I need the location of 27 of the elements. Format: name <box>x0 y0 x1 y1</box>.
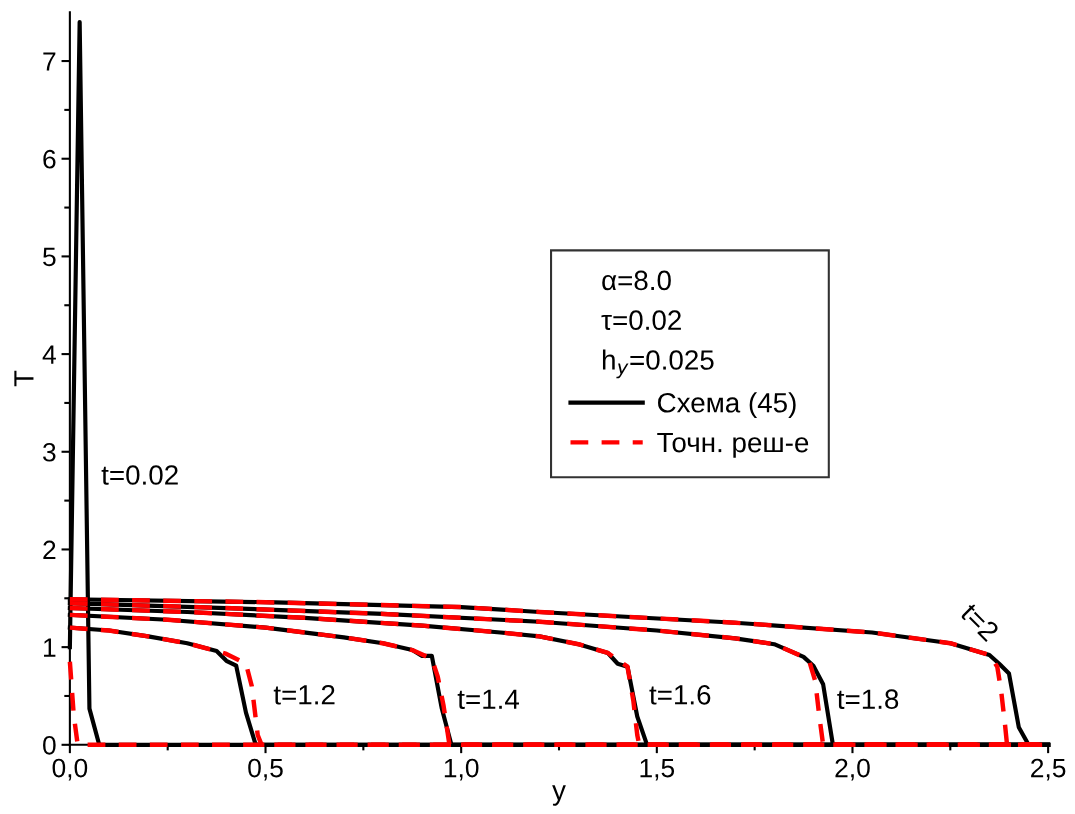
legend-label: Точн. реш-е <box>657 432 809 458</box>
y-tick-label: 1 <box>44 638 56 657</box>
y-tick-label: 3 <box>43 442 56 462</box>
legend-label: Схема (45) <box>658 392 796 419</box>
annotation: t=2 <box>959 601 1000 643</box>
x-tick-label: 0,5 <box>248 758 283 781</box>
x-tick-label: 2,5 <box>1031 758 1066 781</box>
annotation: α=8.0 <box>602 270 671 291</box>
x-tick-label: 0,0 <box>52 758 88 781</box>
x-axis-title: y <box>552 785 566 806</box>
x-tick-label: 1,0 <box>444 758 479 781</box>
annotation: t=1.4 <box>457 689 519 709</box>
y-tick-label: 2 <box>43 540 56 560</box>
y-tick-label: 7 <box>43 52 56 71</box>
y-axis-title: T <box>14 370 34 387</box>
annotation: t=1.6 <box>649 684 711 705</box>
annotation: t=0.02 <box>101 465 178 485</box>
y-tick-label: 4 <box>42 345 56 364</box>
y-tick-label: 6 <box>43 149 56 169</box>
x-tick-label: 1,5 <box>640 758 675 781</box>
annotation: h$_{y}$=0.025 <box>602 349 714 379</box>
annotation: t=1.8 <box>837 689 899 710</box>
annotation: τ=0.02 <box>601 310 681 331</box>
x-tick-label: 2,0 <box>835 758 870 781</box>
y-tick-label: 0 <box>43 735 56 755</box>
y-tick-label: 5 <box>43 247 56 267</box>
annotation: t=1.2 <box>273 684 335 705</box>
